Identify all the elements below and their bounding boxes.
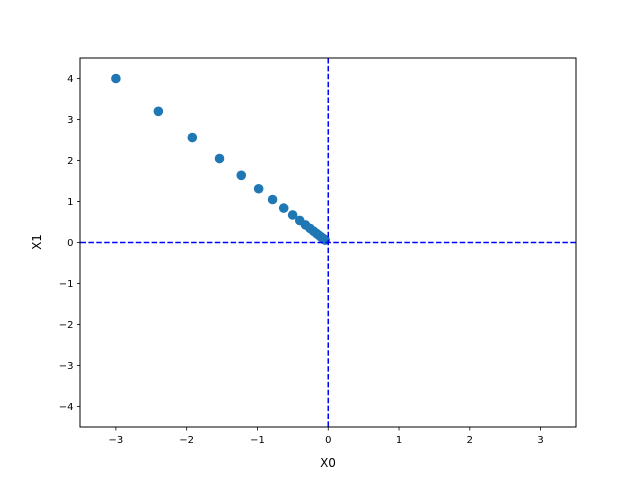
y-tick-label: −2	[59, 320, 74, 331]
data-point	[267, 194, 278, 205]
x-tick-label: 3	[537, 435, 543, 446]
y-tick-label: 0	[67, 238, 73, 249]
data-point	[253, 183, 264, 194]
data-point	[111, 73, 121, 84]
x-axis-label: X0	[320, 456, 336, 470]
x-tick-label: −3	[109, 435, 124, 446]
x-tick-label: −2	[179, 435, 194, 446]
y-tick-label: −3	[59, 361, 74, 372]
y-tick-label: −1	[59, 279, 74, 290]
y-tick-label: 2	[67, 156, 73, 167]
data-point	[153, 106, 164, 117]
x-tick-label: 2	[467, 435, 473, 446]
y-tick-label: 4	[67, 74, 73, 85]
data-point	[214, 153, 225, 164]
data-point	[236, 170, 247, 181]
x-tick-label: 1	[396, 435, 402, 446]
axis-ticks: −3 −2 −1 0 1 2 3 −4 −3 −2 −1 0 1 2 3 4	[59, 74, 544, 446]
y-tick-label: 3	[67, 115, 73, 126]
x-tick-label: −1	[250, 435, 265, 446]
plot-marks	[80, 58, 576, 427]
x-tick-label: 0	[325, 435, 331, 446]
data-point	[287, 210, 298, 220]
data-point	[278, 203, 289, 213]
y-tick-label: −4	[59, 402, 74, 413]
data-point	[187, 132, 198, 143]
y-axis-label: X1	[30, 234, 44, 250]
y-tick-label: 1	[67, 197, 73, 208]
